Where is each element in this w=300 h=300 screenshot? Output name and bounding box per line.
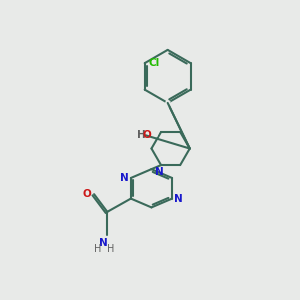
- Text: H: H: [107, 244, 115, 254]
- Text: N: N: [174, 194, 183, 204]
- Text: O: O: [83, 189, 92, 199]
- Text: H: H: [137, 130, 146, 140]
- Text: N: N: [120, 173, 128, 183]
- Text: O: O: [142, 130, 151, 140]
- Text: H: H: [94, 244, 102, 254]
- Text: N: N: [99, 238, 108, 248]
- Text: Cl: Cl: [148, 58, 160, 68]
- Text: N: N: [155, 167, 164, 177]
